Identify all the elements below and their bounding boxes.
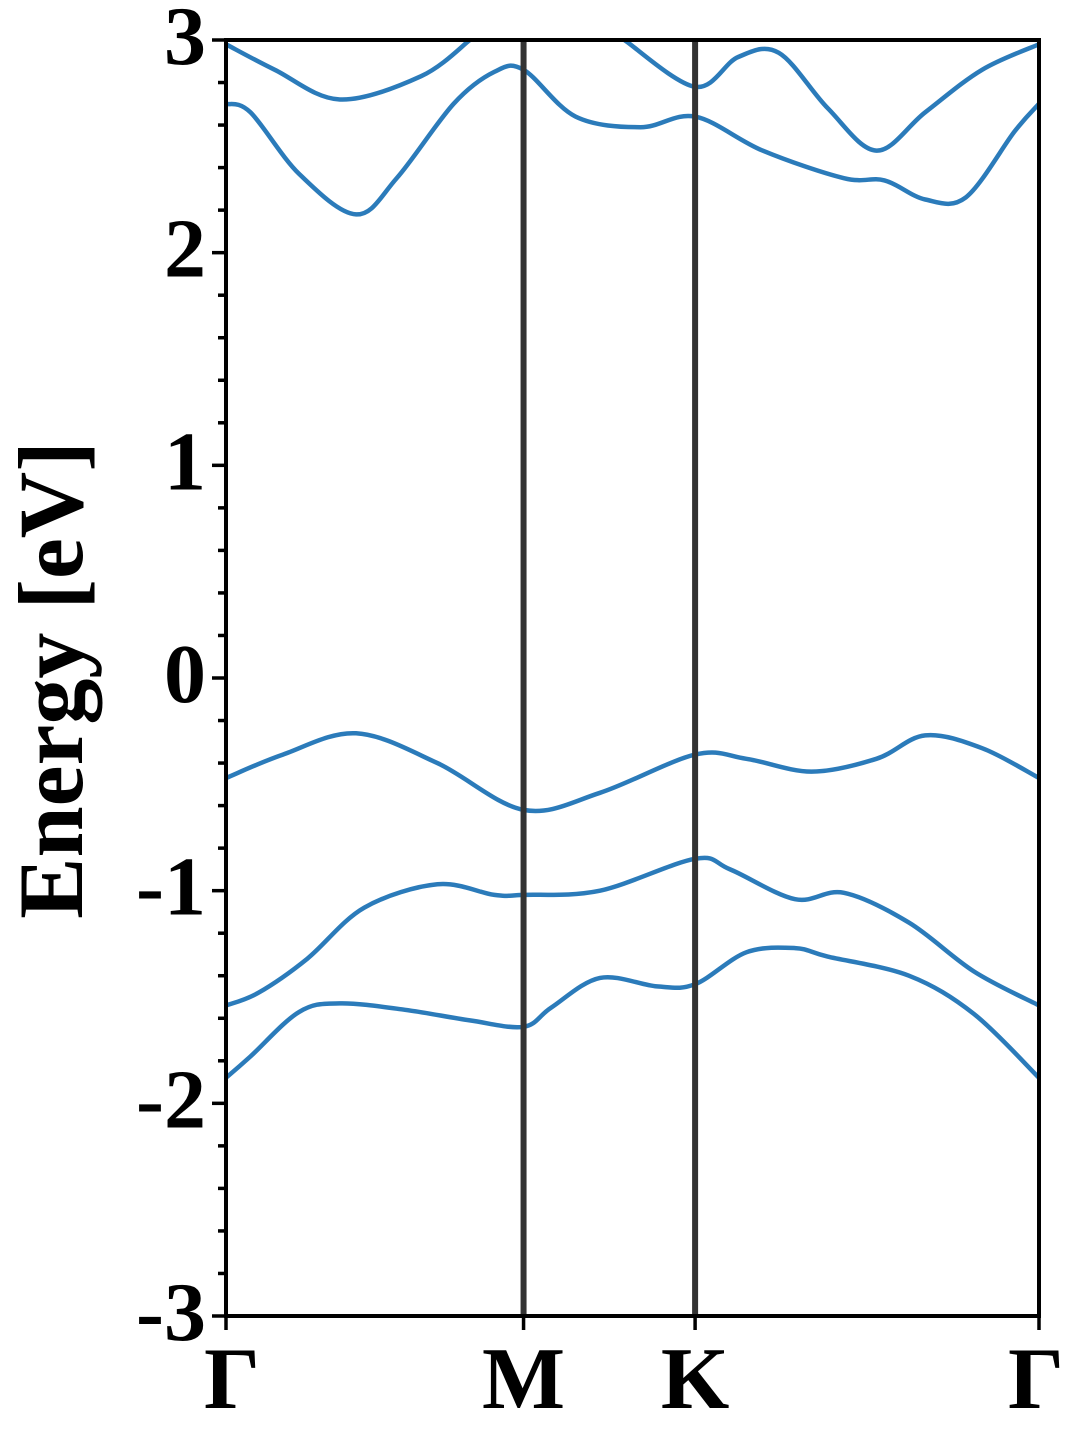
y-tick-label: -3	[136, 1266, 206, 1359]
band-line-6	[622, 40, 1039, 153]
y-tick-label: -2	[136, 1053, 206, 1146]
band-lines	[226, 40, 1039, 1081]
band-line-5	[226, 40, 473, 102]
band-line-3	[226, 731, 1039, 814]
y-axis-tick-labels: -3 -2 -1 0 1 2 3	[136, 0, 206, 1359]
y-tick-label: 0	[164, 628, 206, 721]
x-tick-label-3: Γ	[1008, 1331, 1064, 1428]
x-tick-label-2: K	[661, 1331, 729, 1428]
band-line-2	[226, 855, 1039, 1008]
y-tick-label: 3	[164, 0, 206, 83]
y-tick-label: -1	[136, 841, 206, 934]
y-tick-label: 2	[164, 203, 206, 296]
x-tick-label-1: M	[482, 1331, 565, 1428]
y-axis-label: Energy [eV]	[0, 441, 102, 919]
high-symmetry-lines	[520, 40, 699, 1316]
x-axis-ticks	[224, 1316, 1041, 1330]
band-line-1	[226, 945, 1039, 1081]
plot-frame	[224, 38, 1041, 1318]
y-axis-ticks	[212, 38, 226, 1318]
band-line-4	[226, 63, 1039, 217]
x-tick-label-0: Γ	[204, 1331, 260, 1428]
y-tick-label: 1	[164, 415, 206, 508]
